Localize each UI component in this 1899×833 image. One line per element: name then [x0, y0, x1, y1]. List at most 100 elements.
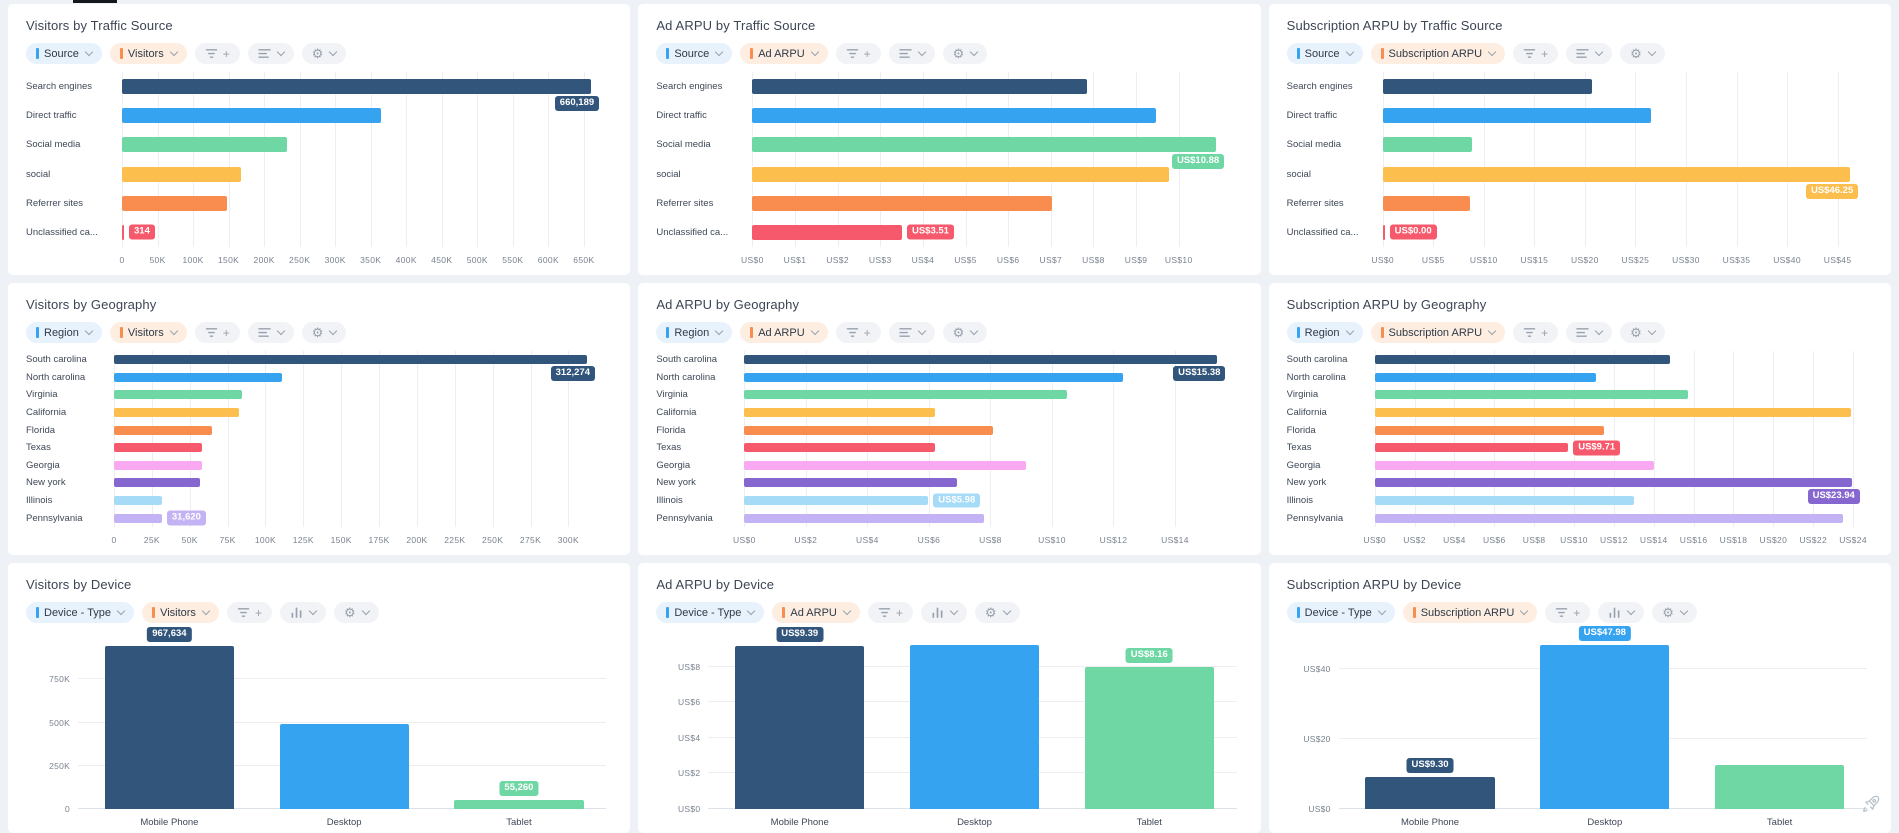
metric-pill[interactable]: Subscription ARPU [1371, 43, 1506, 64]
filter-button[interactable]: + [1513, 43, 1558, 64]
bar[interactable]: 312,274 [114, 355, 587, 364]
bar[interactable]: 31,620 [114, 514, 162, 523]
dimension-pill[interactable]: Region [26, 322, 102, 343]
filter-button[interactable]: + [836, 322, 881, 343]
settings-button[interactable]: ⚙ [1620, 43, 1665, 64]
bar[interactable]: 660,189 [122, 79, 591, 94]
metric-pill[interactable]: Visitors [110, 322, 187, 343]
filter-button[interactable]: + [868, 602, 913, 623]
filter-button[interactable]: + [227, 602, 272, 623]
display-options-button[interactable] [889, 43, 935, 64]
bar[interactable] [122, 167, 241, 182]
bar[interactable] [114, 461, 202, 470]
bar[interactable] [122, 108, 381, 123]
bar[interactable] [752, 108, 1155, 123]
display-options-button[interactable] [921, 602, 967, 623]
bar[interactable] [744, 426, 993, 435]
bar[interactable] [1383, 79, 1592, 94]
metric-pill[interactable]: Subscription ARPU [1403, 602, 1538, 623]
bar[interactable] [1375, 390, 1688, 399]
dimension-pill[interactable]: Region [656, 322, 732, 343]
bar[interactable] [114, 373, 282, 382]
bar[interactable] [114, 390, 242, 399]
metric-pill[interactable]: Ad ARPU [740, 322, 827, 343]
dimension-pill[interactable]: Source [1287, 43, 1363, 64]
bar[interactable]: 314 [122, 225, 124, 240]
bar[interactable] [114, 443, 202, 452]
bar[interactable] [114, 478, 200, 487]
bar[interactable] [1375, 426, 1604, 435]
metric-pill[interactable]: Visitors [142, 602, 219, 623]
bar[interactable] [744, 461, 1025, 470]
filter-button[interactable]: + [195, 322, 240, 343]
bar[interactable] [122, 137, 287, 152]
rocket-button[interactable] [1855, 793, 1887, 818]
dimension-pill[interactable]: Source [26, 43, 102, 64]
bar[interactable]: US$8.16 [1085, 667, 1214, 809]
bar[interactable] [752, 79, 1087, 94]
dimension-pill[interactable]: Region [1287, 322, 1363, 343]
settings-button[interactable]: ⚙ [943, 322, 988, 343]
bar[interactable] [114, 496, 162, 505]
dimension-pill[interactable]: Device - Type [26, 602, 134, 623]
settings-button[interactable]: ⚙ [1620, 322, 1665, 343]
bar[interactable]: US$15.38 [744, 355, 1217, 364]
bar[interactable]: US$5.98 [744, 496, 928, 505]
bar[interactable]: US$3.51 [752, 225, 902, 240]
dimension-pill[interactable]: Source [656, 43, 732, 64]
bar[interactable] [910, 645, 1039, 809]
bar[interactable] [744, 514, 984, 523]
bar[interactable] [1383, 137, 1472, 152]
display-options-button[interactable] [1566, 322, 1612, 343]
bar[interactable]: 967,634 [105, 646, 234, 809]
display-options-button[interactable] [1566, 43, 1612, 64]
metric-pill[interactable]: Ad ARPU [772, 602, 859, 623]
display-options-button[interactable] [280, 602, 326, 623]
bar[interactable]: US$0.00 [1383, 225, 1385, 240]
settings-button[interactable]: ⚙ [975, 602, 1020, 623]
bar[interactable] [1383, 108, 1651, 123]
display-options-button[interactable] [248, 43, 294, 64]
display-options-button[interactable] [1598, 602, 1644, 623]
metric-pill[interactable]: Ad ARPU [740, 43, 827, 64]
dimension-pill[interactable]: Device - Type [1287, 602, 1395, 623]
bar[interactable] [1375, 373, 1596, 382]
filter-button[interactable]: + [1513, 322, 1558, 343]
bar[interactable] [280, 724, 409, 809]
bar[interactable] [114, 426, 212, 435]
bar[interactable] [752, 196, 1052, 211]
filter-button[interactable]: + [836, 43, 881, 64]
settings-button[interactable]: ⚙ [302, 43, 347, 64]
bar[interactable] [1375, 514, 1843, 523]
bar[interactable]: US$9.39 [735, 646, 864, 809]
display-options-button[interactable] [889, 322, 935, 343]
bar[interactable] [744, 390, 1067, 399]
settings-button[interactable]: ⚙ [334, 602, 379, 623]
bar[interactable]: US$10.88 [752, 137, 1216, 152]
display-options-button[interactable] [248, 322, 294, 343]
settings-button[interactable]: ⚙ [1652, 602, 1697, 623]
bar[interactable]: US$46.25 [1383, 167, 1851, 182]
filter-button[interactable]: + [195, 43, 240, 64]
bar[interactable] [1375, 355, 1670, 364]
filter-button[interactable]: + [1545, 602, 1590, 623]
bar[interactable]: US$23.94 [1375, 478, 1852, 487]
bar[interactable] [114, 408, 239, 417]
bar[interactable] [1715, 765, 1844, 809]
bar[interactable]: 55,260 [454, 800, 583, 809]
bar[interactable] [1375, 496, 1634, 505]
bar[interactable]: US$47.98 [1540, 645, 1669, 809]
settings-button[interactable]: ⚙ [943, 43, 988, 64]
bar[interactable] [744, 408, 935, 417]
bar[interactable] [1383, 196, 1470, 211]
metric-pill[interactable]: Subscription ARPU [1371, 322, 1506, 343]
dimension-pill[interactable]: Device - Type [656, 602, 764, 623]
metric-pill[interactable]: Visitors [110, 43, 187, 64]
bar[interactable] [1375, 408, 1851, 417]
settings-button[interactable]: ⚙ [302, 322, 347, 343]
bar[interactable] [752, 167, 1169, 182]
bar[interactable]: US$9.71 [1375, 443, 1569, 452]
bar[interactable] [122, 196, 227, 211]
bar[interactable] [744, 478, 956, 487]
bar[interactable] [744, 373, 1122, 382]
